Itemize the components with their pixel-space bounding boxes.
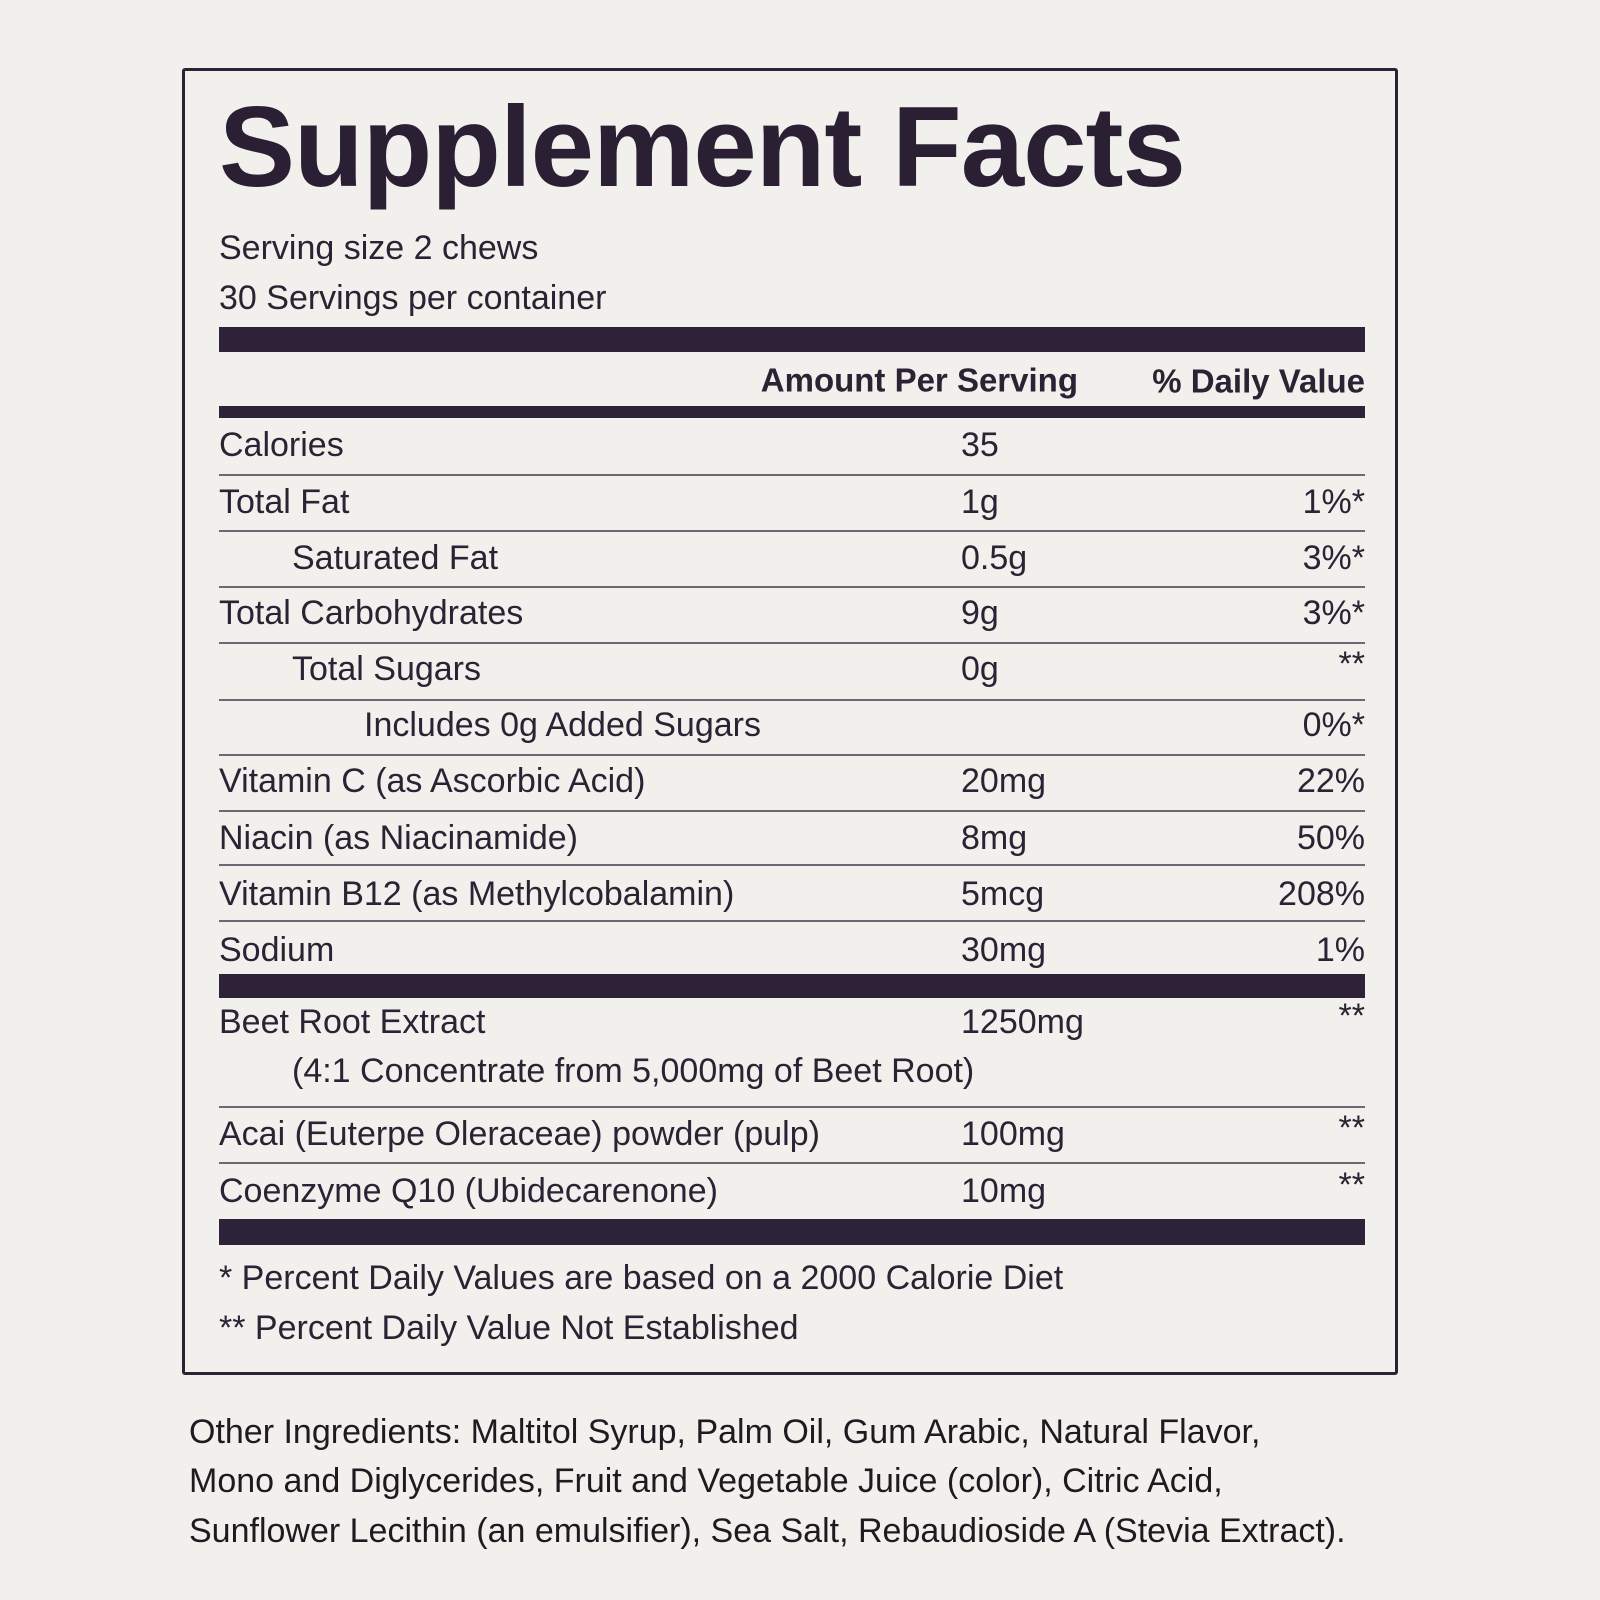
nutrient-amount: 30mg: [961, 931, 1047, 969]
row-rule: [219, 754, 1365, 756]
nutrient-name: Saturated Fat: [292, 539, 499, 577]
nutrient-name: Sodium: [219, 931, 335, 969]
thick-rule: [219, 327, 1365, 352]
nutrient-amount: 8mg: [961, 819, 1028, 857]
header-daily-value: % Daily Value: [1152, 362, 1365, 400]
other-ingredients: Mono and Diglycerides, Fruit and Vegetab…: [189, 1462, 1223, 1500]
row-rule: [219, 864, 1365, 866]
nutrient-amount: 35: [961, 426, 999, 464]
facts-panel: [182, 68, 1398, 1375]
nutrient-daily-value: 50%: [1296, 819, 1365, 857]
other-ingredients: Sunflower Lecithin (an emulsifier), Sea …: [189, 1512, 1346, 1550]
thick-rule: [219, 1219, 1365, 1245]
extract-amount: 1250mg: [961, 1003, 1084, 1041]
nutrient-name: Vitamin B12 (as Methylcobalamin): [219, 875, 735, 913]
extract-amount: 100mg: [961, 1115, 1065, 1153]
row-rule: [219, 810, 1365, 812]
nutrient-daily-value: 22%: [1296, 762, 1365, 800]
extract-name: Acai (Euterpe Oleraceae) powder (pulp): [219, 1115, 820, 1153]
footnote: ** Percent Daily Value Not Established: [219, 1309, 799, 1347]
nutrient-amount: 20mg: [961, 762, 1047, 800]
title: Supplement Facts: [219, 84, 1186, 211]
nutrient-amount: 0g: [961, 650, 999, 688]
extract-daily-value: **: [1338, 997, 1365, 1035]
nutrient-daily-value: **: [1338, 645, 1365, 683]
nutrient-amount: 5mcg: [961, 875, 1045, 913]
row-rule: [219, 474, 1365, 476]
nutrient-name: Includes 0g Added Sugars: [364, 706, 761, 744]
serving-size: Serving size 2 chews: [219, 229, 539, 267]
thick-rule: [219, 974, 1365, 998]
nutrient-daily-value: 3%*: [1302, 539, 1365, 577]
row-rule: [219, 530, 1365, 532]
nutrient-amount: 1g: [961, 483, 999, 521]
extract-amount: 10mg: [961, 1172, 1047, 1210]
row-rule: [219, 642, 1365, 644]
nutrient-daily-value: 0%*: [1302, 706, 1365, 744]
nutrient-daily-value: 3%*: [1302, 594, 1365, 632]
footnote: * Percent Daily Values are based on a 20…: [219, 1259, 1064, 1297]
nutrient-daily-value: 1%*: [1302, 483, 1365, 521]
other-ingredients: Other Ingredients: Maltitol Syrup, Palm …: [189, 1413, 1261, 1451]
thick-rule: [219, 406, 1365, 418]
row-rule: [219, 699, 1365, 701]
row-rule: [219, 586, 1365, 588]
extract-name: Beet Root Extract: [219, 1003, 486, 1041]
extract-daily-value: **: [1338, 1109, 1365, 1147]
servings-per-container: 30 Servings per container: [219, 279, 607, 317]
nutrient-amount: 0.5g: [961, 539, 1028, 577]
nutrient-daily-value: 1%: [1315, 931, 1365, 969]
nutrient-daily-value: 208%: [1278, 875, 1365, 913]
extract-note: (4:1 Concentrate from 5,000mg of Beet Ro…: [292, 1052, 975, 1090]
extract-name: Coenzyme Q10 (Ubidecarenone): [219, 1172, 718, 1210]
row-rule: [219, 1106, 1365, 1108]
nutrient-name: Vitamin C (as Ascorbic Acid): [219, 762, 646, 800]
extract-daily-value: **: [1338, 1166, 1365, 1204]
nutrient-name: Total Carbohydrates: [219, 594, 524, 632]
nutrient-name: Total Fat: [219, 483, 350, 521]
nutrient-amount: 9g: [961, 594, 999, 632]
header-amount: Amount Per Serving: [760, 361, 1078, 399]
nutrient-name: Total Sugars: [292, 650, 481, 688]
row-rule: [219, 920, 1365, 922]
nutrient-name: Niacin (as Niacinamide): [219, 819, 579, 857]
nutrient-name: Calories: [219, 426, 344, 464]
row-rule: [219, 1162, 1365, 1164]
